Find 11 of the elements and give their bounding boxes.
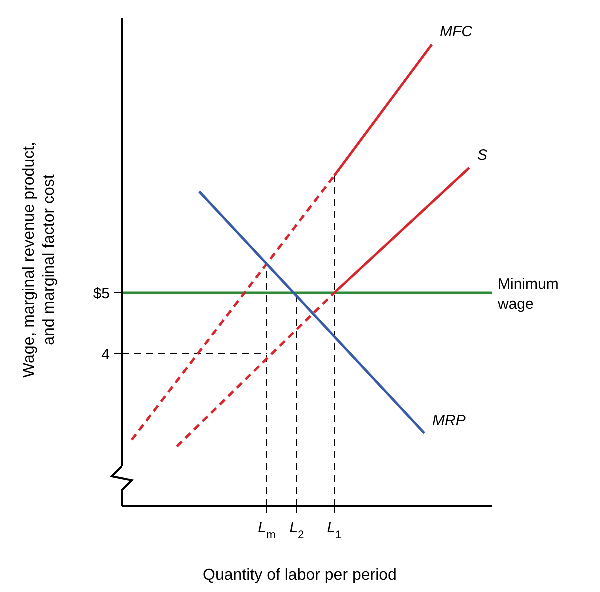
series-label: MFC (440, 24, 473, 41)
y-axis-title: Wage, marginal revenue product, and marginal factor cost (21, 142, 58, 378)
x-tick-label: L$_{m}$ (258, 520, 276, 542)
series-label: S (478, 146, 488, 164)
x-tick-label: L$_{2}$ (290, 520, 304, 542)
series-label: MRP (432, 412, 466, 430)
x-tick-label: L$_{1}$ (327, 520, 342, 542)
x-axis-title: Quantity of labor per period (203, 567, 397, 584)
y-tick-label: $5 (93, 285, 110, 302)
ref-line-label: Minimum wage (497, 276, 559, 313)
y-tick-label: 4 (102, 346, 110, 364)
